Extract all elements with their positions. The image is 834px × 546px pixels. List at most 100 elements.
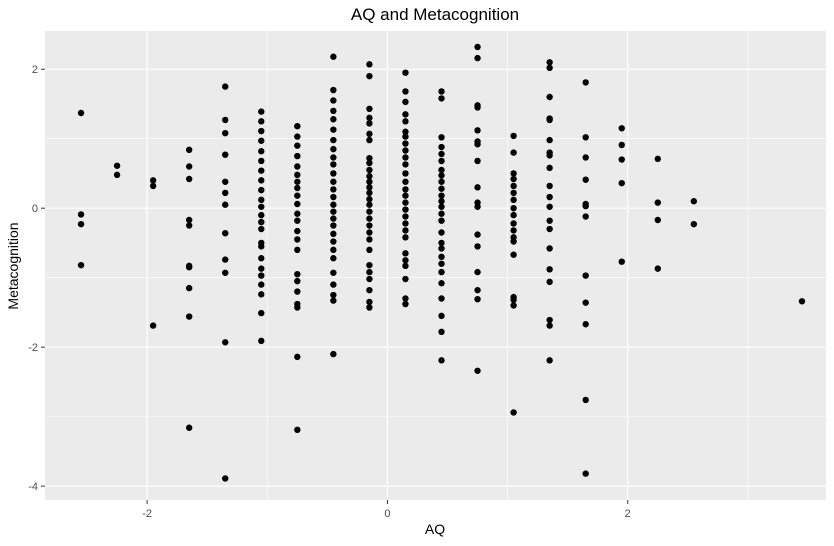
data-point [330,116,337,123]
data-point [222,339,229,346]
x-axis-ticks: -2 0 2 [142,500,631,520]
data-point [366,195,373,203]
data-point [546,193,553,201]
plot-panel [45,31,826,500]
data-point [294,152,301,160]
y-tick-label: 2 [32,64,38,76]
data-point [402,257,409,264]
data-point [294,184,301,192]
data-point [402,220,409,227]
data-point [330,53,337,60]
data-point [330,297,337,304]
data-point [330,86,337,94]
data-point [366,159,373,167]
data-point [438,198,445,205]
data-point [222,269,229,276]
data-point [258,167,265,174]
data-point [330,170,337,177]
data-point [366,222,373,229]
data-point [510,296,517,304]
data-point [294,227,301,235]
data-point [222,475,229,482]
data-point [438,312,445,320]
data-point [582,470,589,477]
data-point [294,246,301,254]
data-point [654,155,661,163]
data-point [402,111,409,118]
data-point [185,222,193,229]
data-points [77,43,806,482]
data-point [366,286,373,294]
data-point [582,79,589,86]
data-point [546,278,553,286]
data-point [366,268,373,276]
data-point [546,266,553,273]
data-point [402,170,409,177]
data-point [330,107,337,115]
minor-gridlines [26,31,826,500]
data-point [402,133,409,140]
data-point [258,211,265,219]
data-point [113,162,121,169]
data-point [294,192,301,199]
data-point [618,141,625,149]
data-point [77,211,85,218]
data-point [438,295,445,302]
data-point [618,258,625,265]
data-point [582,299,589,306]
data-point [402,98,409,106]
data-point [258,157,265,165]
data-point [654,216,661,224]
data-point [582,321,589,328]
data-point [546,152,553,159]
data-point [474,203,481,210]
data-point [258,148,265,155]
data-point [330,246,337,254]
data-point [258,225,265,233]
data-point [402,213,409,220]
data-point [222,116,229,124]
data-point [330,230,337,238]
data-point [690,220,698,228]
data-point [185,163,193,170]
data-point [618,125,625,132]
data-point [546,245,553,252]
data-point [258,243,265,250]
data-point [582,213,589,220]
data-point [330,215,337,222]
data-point [438,239,445,247]
data-point [402,69,409,76]
data-point [438,280,445,287]
data-point [474,184,481,191]
data-point [294,178,301,185]
data-point [366,208,373,215]
data-point [474,43,481,51]
data-point [294,426,301,434]
data-point [546,322,553,329]
data-point [366,246,373,254]
data-point [294,210,301,217]
data-point [330,161,337,168]
data-point [546,64,553,72]
data-point [438,268,445,276]
data-point [222,256,229,263]
data-point [330,281,337,288]
data-point [402,147,409,154]
y-tick-label: 0 [32,203,38,215]
data-point [222,83,229,90]
major-gridlines [45,31,826,500]
data-point [330,238,337,245]
data-point [402,154,409,161]
data-point [330,255,337,262]
data-point [546,357,553,364]
data-point [258,337,265,345]
data-point [510,149,517,156]
data-point [366,154,373,162]
data-point [402,227,409,234]
data-point [402,118,409,125]
data-point [222,201,229,208]
data-point [438,143,445,151]
data-point [510,204,517,212]
